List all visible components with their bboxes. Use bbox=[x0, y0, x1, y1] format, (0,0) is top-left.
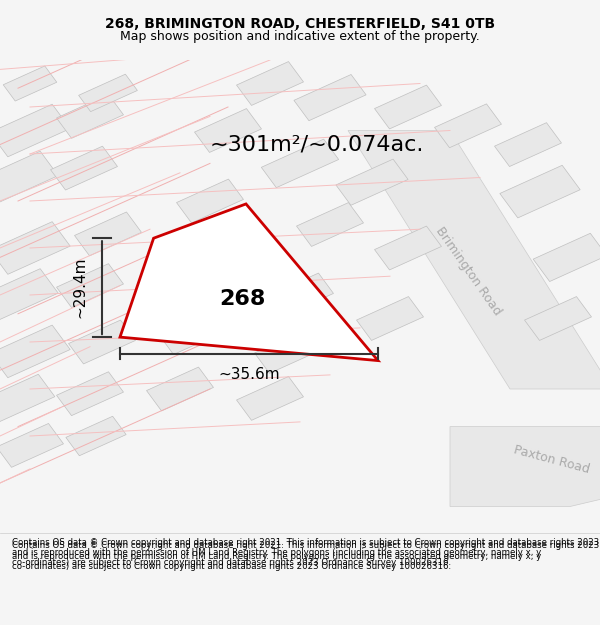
Text: 268: 268 bbox=[219, 289, 266, 309]
Polygon shape bbox=[374, 226, 442, 270]
Polygon shape bbox=[0, 424, 64, 468]
Polygon shape bbox=[434, 104, 502, 148]
Polygon shape bbox=[336, 159, 408, 205]
Polygon shape bbox=[296, 202, 364, 246]
Polygon shape bbox=[194, 109, 262, 152]
Polygon shape bbox=[50, 146, 118, 190]
Polygon shape bbox=[146, 367, 214, 411]
Polygon shape bbox=[56, 94, 124, 138]
Polygon shape bbox=[0, 269, 58, 321]
Polygon shape bbox=[294, 74, 366, 121]
Polygon shape bbox=[254, 329, 322, 373]
Polygon shape bbox=[356, 297, 424, 341]
Text: 268, BRIMINGTON ROAD, CHESTERFIELD, S41 0TB: 268, BRIMINGTON ROAD, CHESTERFIELD, S41 … bbox=[105, 17, 495, 31]
Polygon shape bbox=[524, 297, 592, 341]
Polygon shape bbox=[266, 273, 334, 317]
Polygon shape bbox=[158, 311, 226, 354]
Polygon shape bbox=[176, 179, 244, 223]
Polygon shape bbox=[3, 66, 57, 101]
Polygon shape bbox=[176, 249, 244, 293]
Text: Contains OS data © Crown copyright and database right 2021. This information is : Contains OS data © Crown copyright and d… bbox=[12, 541, 599, 571]
Polygon shape bbox=[0, 374, 55, 423]
Polygon shape bbox=[0, 325, 70, 378]
Polygon shape bbox=[348, 131, 600, 389]
Polygon shape bbox=[374, 85, 442, 129]
Polygon shape bbox=[68, 320, 136, 364]
Polygon shape bbox=[120, 204, 378, 361]
Polygon shape bbox=[533, 233, 600, 281]
Polygon shape bbox=[74, 212, 142, 256]
Text: ~29.4m: ~29.4m bbox=[72, 257, 87, 318]
Polygon shape bbox=[56, 372, 124, 416]
Polygon shape bbox=[236, 62, 304, 106]
Polygon shape bbox=[494, 122, 562, 166]
Polygon shape bbox=[262, 139, 338, 188]
Text: ~35.6m: ~35.6m bbox=[218, 367, 280, 382]
Polygon shape bbox=[79, 74, 137, 112]
Polygon shape bbox=[236, 376, 304, 421]
Polygon shape bbox=[500, 165, 580, 218]
Text: Map shows position and indicative extent of the property.: Map shows position and indicative extent… bbox=[120, 30, 480, 43]
Text: Paxton Road: Paxton Road bbox=[512, 443, 592, 476]
Polygon shape bbox=[450, 427, 600, 506]
Text: Contains OS data © Crown copyright and database right 2021. This information is : Contains OS data © Crown copyright and d… bbox=[12, 538, 599, 568]
Text: Brimington Road: Brimington Road bbox=[433, 225, 503, 318]
Polygon shape bbox=[66, 416, 126, 456]
Polygon shape bbox=[0, 222, 70, 274]
Text: ~301m²/~0.074ac.: ~301m²/~0.074ac. bbox=[210, 134, 424, 154]
Polygon shape bbox=[0, 151, 58, 204]
Polygon shape bbox=[0, 104, 70, 157]
Polygon shape bbox=[56, 264, 124, 308]
